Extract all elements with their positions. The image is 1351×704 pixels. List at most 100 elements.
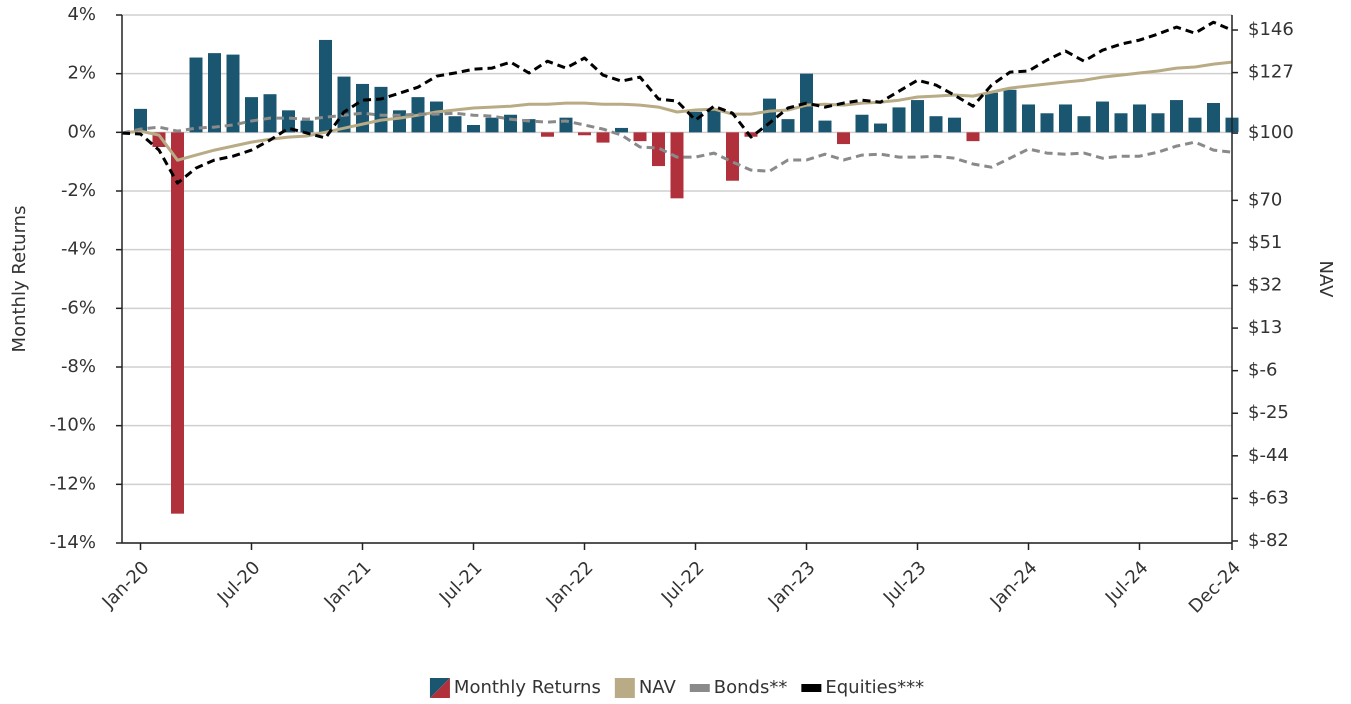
bar xyxy=(874,123,887,133)
bar xyxy=(966,132,980,142)
legend: Monthly Returns NAV Bonds** Equities*** xyxy=(429,677,924,698)
legend-label: Bonds** xyxy=(714,677,788,698)
bar xyxy=(152,132,166,147)
bar xyxy=(1114,113,1128,133)
bar xyxy=(1077,116,1091,133)
y-tick-label: -6% xyxy=(61,297,96,318)
bar xyxy=(855,114,869,133)
y-tick-label: 0% xyxy=(67,121,96,142)
line xyxy=(121,20,1233,185)
y2-tick-label: $146 xyxy=(1248,19,1294,40)
legend-swatch xyxy=(801,684,822,692)
bar xyxy=(1022,104,1035,133)
bar xyxy=(652,132,665,167)
y2-tick-label: $127 xyxy=(1248,62,1294,83)
x-tick-label: Jul-23 xyxy=(879,557,931,609)
bar xyxy=(707,108,721,133)
y-axis-title: Monthly Returns xyxy=(9,206,30,353)
bar xyxy=(356,83,369,133)
x-tick-label: Jan-23 xyxy=(764,557,820,613)
x-tick-label: Dec-24 xyxy=(1185,557,1245,617)
x-tick-label: Jul-20 xyxy=(213,557,265,609)
bar xyxy=(485,117,499,133)
bar xyxy=(226,54,240,133)
bar xyxy=(448,116,462,133)
bar xyxy=(1133,104,1146,133)
bar xyxy=(171,132,184,514)
y-tick-label: -8% xyxy=(61,356,96,377)
legend-swatch xyxy=(689,684,710,692)
bar xyxy=(911,100,924,133)
bar xyxy=(263,94,277,133)
bar xyxy=(189,57,203,133)
bar xyxy=(134,108,147,133)
bar xyxy=(1096,101,1109,133)
bar xyxy=(726,132,739,181)
bar xyxy=(1059,104,1072,133)
bar xyxy=(337,76,351,133)
x-tick-label: Jul-22 xyxy=(657,557,709,609)
x-tick-label: Jan-21 xyxy=(320,557,376,613)
bar xyxy=(319,39,332,133)
legend-swatch xyxy=(429,678,450,698)
y2-axis-title: NAV xyxy=(1315,261,1336,299)
bar xyxy=(670,132,684,199)
bar xyxy=(393,110,406,133)
y2-tick-label: $-25 xyxy=(1248,402,1289,423)
y2-tick-label: $70 xyxy=(1248,189,1282,210)
line xyxy=(121,60,1233,162)
legend-label: Equities*** xyxy=(825,677,924,698)
bar xyxy=(541,132,554,137)
bar xyxy=(837,132,850,145)
bar xyxy=(374,86,388,133)
bar xyxy=(633,132,647,142)
x-tick-label: Jan-20 xyxy=(98,557,154,613)
x-tick-label: Jan-22 xyxy=(542,557,598,613)
bar xyxy=(1151,113,1165,133)
bar xyxy=(504,114,517,133)
y-tick-label: -4% xyxy=(61,239,96,260)
y2-tick-label: $-82 xyxy=(1248,530,1289,551)
y-tick-label: -2% xyxy=(61,180,96,201)
bar xyxy=(615,127,628,133)
legend-swatch xyxy=(614,678,635,698)
bar xyxy=(1040,113,1054,133)
bar xyxy=(596,132,610,143)
bar xyxy=(781,119,795,133)
bar xyxy=(1003,89,1017,133)
bar xyxy=(208,53,221,133)
bar xyxy=(892,107,906,133)
bar xyxy=(467,125,480,133)
bar xyxy=(522,119,536,133)
y2-tick-label: $-63 xyxy=(1248,487,1289,508)
y-tick-label: -10% xyxy=(49,415,96,436)
x-tick-label: Jul-24 xyxy=(1101,557,1153,609)
legend-label: Monthly Returns xyxy=(454,677,601,698)
y-tick-label: 4% xyxy=(67,4,96,25)
y2-tick-label: $-6 xyxy=(1248,360,1277,381)
x-tick-label: Jan-24 xyxy=(986,557,1042,613)
bar xyxy=(985,92,998,133)
bar xyxy=(763,98,776,133)
bar xyxy=(578,132,591,136)
bar xyxy=(929,116,943,133)
bar xyxy=(744,132,758,137)
bar xyxy=(1188,117,1202,133)
bar xyxy=(948,117,961,133)
bar xyxy=(1207,103,1220,133)
y-tick-label: -12% xyxy=(49,473,96,494)
line xyxy=(121,111,1233,173)
y2-tick-label: $32 xyxy=(1248,274,1282,295)
y2-tick-label: $13 xyxy=(1248,317,1282,338)
y2-tick-label: $51 xyxy=(1248,232,1282,253)
bar xyxy=(245,97,258,133)
bar xyxy=(282,110,295,133)
x-tick-label: Jul-21 xyxy=(435,557,487,609)
legend-label: NAV xyxy=(639,677,677,698)
y2-tick-label: $100 xyxy=(1248,122,1294,143)
bar xyxy=(1170,100,1183,133)
y-tick-label: 2% xyxy=(67,63,96,84)
y2-tick-label: $-44 xyxy=(1248,445,1289,466)
